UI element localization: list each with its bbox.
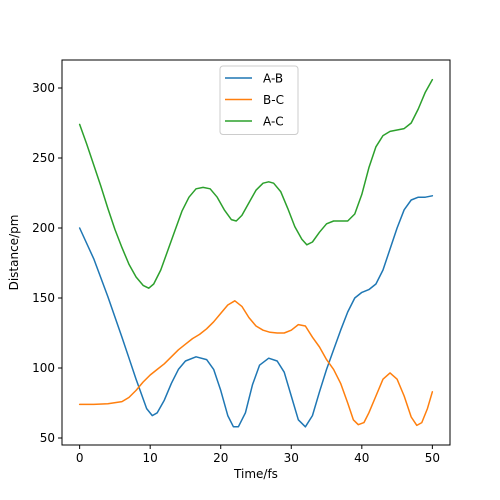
series-lines [78, 78, 434, 428]
x-tick-label: 10 [143, 451, 158, 465]
plot-area-frame [61, 59, 451, 446]
legend-box [219, 65, 299, 135]
y-tick-label: 100 [32, 361, 55, 375]
legend: A-B B-C A-C [219, 65, 299, 135]
legend-label-a-b: A-B [263, 72, 283, 86]
y-tick-label: 300 [32, 81, 55, 95]
legend-entries: A-B B-C A-C [225, 72, 284, 129]
x-tick-label: 20 [213, 451, 228, 465]
y-tick-label: 150 [32, 291, 55, 305]
series-line-a-b [78, 195, 434, 428]
legend-label-a-c: A-C [263, 115, 284, 129]
legend-label-b-c: B-C [263, 93, 284, 107]
series-line-a-c [78, 78, 434, 289]
y-axis-ticks: 50 100 150 200 250 300 [32, 81, 62, 445]
x-tick-label: 30 [284, 451, 299, 465]
y-tick-label: 250 [32, 151, 55, 165]
x-axis-label: Time/fs [233, 467, 278, 481]
x-tick-label: 0 [76, 451, 84, 465]
x-tick-label: 50 [425, 451, 440, 465]
y-tick-label: 200 [32, 221, 55, 235]
x-axis-ticks: 0 10 20 30 40 50 [76, 445, 440, 465]
y-axis-label: Distance/pm [7, 215, 21, 291]
series-line-b-c [78, 300, 434, 427]
x-tick-label: 40 [354, 451, 369, 465]
y-tick-label: 50 [40, 431, 55, 445]
